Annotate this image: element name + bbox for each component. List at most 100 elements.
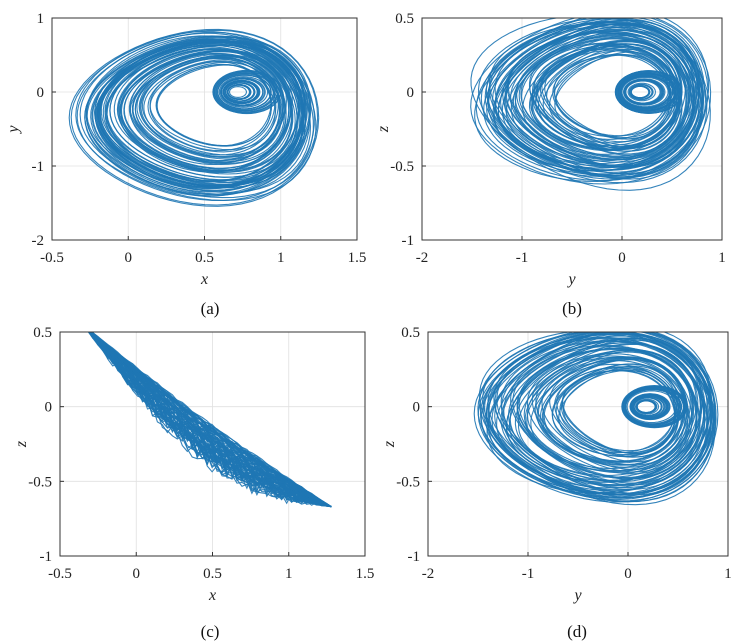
orbit-line xyxy=(87,332,332,508)
orbit-line xyxy=(88,332,332,508)
orbit-line xyxy=(514,34,690,161)
orbit-line xyxy=(486,18,704,176)
orbit-line xyxy=(487,332,712,495)
orbit-line xyxy=(88,332,332,508)
panel-caption: (d) xyxy=(567,622,587,641)
orbit-line xyxy=(89,332,332,508)
orbit-line xyxy=(88,332,332,508)
orbit-line xyxy=(87,332,332,508)
orbit-line xyxy=(542,358,685,463)
trajectory-b xyxy=(470,18,712,191)
orbit-line xyxy=(621,385,687,428)
orbit-line xyxy=(76,31,315,201)
x-tick-label: 0.5 xyxy=(195,250,214,266)
orbit-line xyxy=(88,332,332,508)
orbit-line xyxy=(626,390,677,424)
orbit-line xyxy=(89,332,332,508)
orbit-line xyxy=(492,19,701,172)
orbit-line xyxy=(88,332,332,508)
orbit-line xyxy=(134,55,284,162)
orbit-line xyxy=(554,51,671,137)
orbit-line xyxy=(89,332,332,508)
panel-b: -2 -1 0 1-1-0.500.5yz(b) xyxy=(375,11,726,318)
orbit-line xyxy=(627,82,657,102)
orbit-line xyxy=(88,332,332,508)
orbit-line xyxy=(90,332,332,508)
orbit-line xyxy=(89,332,332,508)
orbit-line xyxy=(89,332,332,508)
x-tick-label: -2 xyxy=(422,566,435,582)
orbit-line xyxy=(88,332,332,508)
orbit-line xyxy=(106,44,300,182)
orbit-line xyxy=(90,332,332,508)
orbit-line xyxy=(90,332,332,508)
panel-caption: (a) xyxy=(201,299,220,318)
orbit-line xyxy=(89,332,332,508)
orbit-line xyxy=(156,64,272,147)
orbit-line xyxy=(524,349,694,473)
x-tick-label: -1 xyxy=(522,566,535,582)
trajectory-c xyxy=(87,332,332,508)
panel-d: -2 -1 0 1-1-0.500.5yz(d) xyxy=(381,325,732,641)
orbit-line xyxy=(480,18,707,180)
orbit-line xyxy=(89,332,332,508)
orbit-line xyxy=(510,32,692,163)
orbit-line xyxy=(129,54,287,165)
orbit-line xyxy=(89,332,332,508)
orbit-line xyxy=(497,22,698,169)
orbit-line xyxy=(624,79,663,105)
y-axis-label: z xyxy=(13,440,30,448)
orbit-line xyxy=(216,73,274,111)
orbit-line xyxy=(90,332,332,508)
y-tick-label: 0.5 xyxy=(401,325,420,341)
orbit-line xyxy=(227,84,251,100)
x-tick-label: 1 xyxy=(724,566,732,582)
orbit-line xyxy=(622,78,666,106)
orbit-line xyxy=(212,69,282,115)
orbit-line xyxy=(89,332,332,508)
orbit-line xyxy=(630,393,670,420)
orbit-line xyxy=(622,386,685,427)
orbit-line xyxy=(90,332,332,508)
orbit-line xyxy=(477,332,717,502)
y-tick-label: 0 xyxy=(413,400,421,416)
y-tick-label: -0.5 xyxy=(390,159,414,175)
orbit-line xyxy=(215,72,275,112)
orbit-line xyxy=(217,74,272,110)
orbit-line xyxy=(220,77,265,107)
y-tick-label: -1 xyxy=(408,549,421,565)
x-tick-label: 1 xyxy=(277,250,285,266)
orbit-line xyxy=(120,50,291,171)
orbit-line xyxy=(89,332,332,508)
orbit-line xyxy=(88,332,332,508)
orbit-line xyxy=(614,70,683,114)
y-tick-label: 0 xyxy=(45,400,53,416)
orbit-line xyxy=(109,44,298,178)
orbit-line xyxy=(470,18,712,185)
orbit-line xyxy=(89,332,332,508)
orbit-line xyxy=(223,80,260,104)
orbit-line xyxy=(89,332,332,508)
orbit-line xyxy=(88,332,332,508)
orbit-line xyxy=(531,44,682,152)
orbit-line xyxy=(89,332,332,508)
orbit-line xyxy=(89,332,332,508)
orbit-line xyxy=(88,332,332,508)
panel-a: -0.5 0 0.5 1 1.5 -2 -1 0 1 x y (a) xyxy=(5,11,366,318)
orbit-line xyxy=(535,357,689,470)
orbit-line xyxy=(89,332,332,508)
orbit-line xyxy=(89,332,332,508)
orbit-line xyxy=(149,61,276,152)
orbit-line xyxy=(500,26,697,168)
x-axis-label: x xyxy=(200,271,208,288)
orbit-line xyxy=(621,76,669,108)
orbit-line xyxy=(222,79,261,105)
orbit-line xyxy=(90,332,332,508)
orbit-line xyxy=(500,340,706,490)
y-tick-label: 0.5 xyxy=(33,325,52,341)
y-tick-label: -1 xyxy=(402,233,415,249)
orbit-line xyxy=(615,71,681,113)
x-tick-label: 0 xyxy=(125,250,133,266)
orbit-line xyxy=(89,332,332,508)
